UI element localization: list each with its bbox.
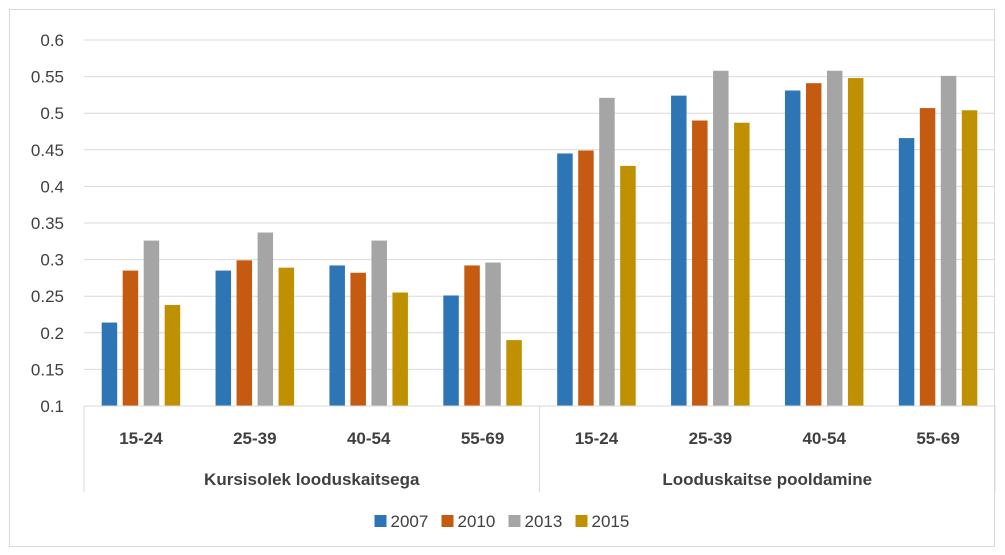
bar [392, 292, 408, 406]
x-axis: 15-24 25-39 40-54 55-69 15-24 25-39 40-54 55-69… [83, 405, 996, 492]
bar [940, 75, 957, 407]
y-tick-label: 0.35 [31, 214, 64, 233]
bar [464, 265, 480, 406]
legend-swatch [374, 515, 387, 527]
bar [101, 322, 118, 406]
legend-label: 2013 [525, 512, 563, 531]
y-tick-label: 0.45 [31, 141, 64, 160]
y-tick-label: 0.6 [40, 31, 64, 50]
y-tick-label: 0.1 [40, 397, 64, 416]
legend-label: 2015 [592, 512, 630, 531]
bar [692, 120, 708, 407]
bar [506, 340, 522, 406]
bar [164, 304, 181, 406]
x-tick-label: 25-39 [689, 429, 732, 448]
group-label: Looduskaitse pooldamine [662, 470, 872, 489]
group-label: Kursisolek looduskaitsega [204, 470, 420, 489]
y-tick-label: 0.4 [40, 177, 64, 196]
bar [784, 90, 801, 407]
bar [257, 232, 274, 406]
x-tick-label: 40-54 [347, 429, 391, 448]
x-tick-label: 55-69 [461, 429, 504, 448]
bar [371, 240, 387, 406]
bar [329, 265, 345, 406]
x-tick-label: 40-54 [802, 429, 846, 448]
bar [805, 83, 822, 407]
bar [734, 122, 750, 406]
x-tick-label: 55-69 [916, 429, 959, 448]
x-tick-label: 15-24 [119, 429, 163, 448]
bar [557, 153, 573, 406]
x-tick-label: 15-24 [575, 429, 619, 448]
bar [278, 267, 295, 406]
bar [919, 108, 936, 407]
legend-label: 2010 [458, 512, 496, 531]
bar [599, 97, 615, 406]
bar [898, 138, 915, 406]
legend: 2007 2010 2013 2015 [374, 512, 630, 531]
bar-series [101, 70, 978, 407]
bar [826, 70, 843, 406]
x-tick-label: 25-39 [233, 429, 276, 448]
bar [671, 95, 687, 407]
bar [847, 78, 864, 407]
bar [143, 240, 160, 406]
bar [122, 270, 139, 406]
legend-label: 2007 [391, 512, 429, 531]
bar [620, 165, 636, 406]
y-tick-label: 0.3 [40, 251, 64, 270]
y-tick-label: 0.55 [31, 68, 64, 87]
bar [443, 295, 459, 406]
bar [961, 110, 978, 406]
bar [350, 272, 366, 406]
y-tick-label: 0.25 [31, 287, 64, 306]
bar [713, 70, 729, 406]
y-axis-tick-labels: 0.1 0.15 0.2 0.25 0.3 0.35 0.4 0.45 0.5 0.55 0.6 [31, 31, 64, 416]
legend-swatch [575, 515, 588, 527]
legend-swatch [508, 515, 521, 527]
y-tick-label: 0.2 [40, 324, 64, 343]
legend-swatch [441, 515, 454, 527]
bar [485, 262, 501, 406]
bar [578, 150, 594, 406]
y-tick-label: 0.5 [40, 104, 64, 123]
bar [236, 260, 253, 406]
bar [215, 270, 232, 406]
y-tick-label: 0.15 [31, 360, 64, 379]
